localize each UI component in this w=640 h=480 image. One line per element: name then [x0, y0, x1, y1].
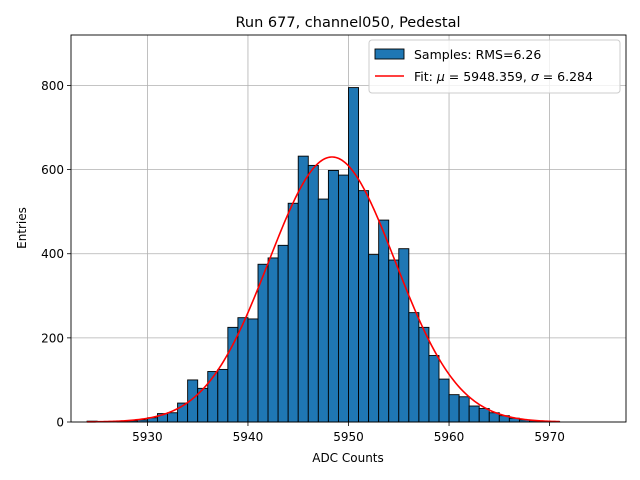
histogram-bar: [468, 405, 480, 423]
histogram-bar: [237, 317, 249, 423]
y-tick-label: 200: [41, 331, 64, 345]
legend-box: [368, 39, 621, 94]
x-axis-label: ADC Counts: [312, 451, 384, 465]
histogram-bar: [478, 408, 490, 423]
chart-title: Run 677, channel050, Pedestal: [235, 15, 460, 31]
legend-label-samples: Samples: RMS=6.26: [414, 47, 541, 62]
histogram-bar: [217, 368, 229, 423]
legend-fit-prefix: Fit:: [414, 69, 437, 84]
histogram-bar: [317, 198, 329, 423]
histogram-bar: [418, 326, 430, 423]
x-tick-label: 5960: [434, 430, 465, 444]
legend-fit-sigma-symbol: σ: [531, 69, 540, 84]
histogram-bar: [458, 396, 470, 423]
x-tick-label: 5940: [233, 430, 264, 444]
histogram-bar: [257, 263, 269, 423]
x-tick-label: 5930: [132, 430, 163, 444]
histogram-bar: [277, 244, 289, 423]
histogram-bar: [247, 318, 259, 423]
histogram-bar: [227, 326, 239, 423]
histogram-bar: [378, 219, 390, 423]
legend: Samples: RMS=6.26 Fit: μ = 5948.359, σ =…: [368, 39, 621, 94]
histogram-bar: [167, 412, 179, 423]
x-tick-label: 5970: [534, 430, 565, 444]
histogram-bar: [408, 312, 420, 423]
histogram-bar: [267, 257, 279, 423]
y-tick-label: 400: [41, 247, 64, 261]
histogram-bar: [297, 155, 309, 423]
histogram-bar: [448, 394, 460, 423]
histogram-bar: [287, 202, 299, 423]
histogram-bar: [307, 164, 319, 423]
histogram-bar: [348, 87, 360, 423]
y-tick-label: 0: [56, 416, 64, 430]
histogram-bar: [368, 254, 380, 423]
legend-label-fit: Fit: μ = 5948.359, σ = 6.284: [414, 69, 593, 84]
y-axis-ticks: 0 200 400 600 800: [41, 79, 71, 430]
legend-fit-sigma-value: = 6.284: [539, 69, 593, 84]
histogram-bar: [207, 371, 219, 423]
x-tick-label: 5950: [333, 430, 364, 444]
histogram-bar: [428, 355, 440, 423]
histogram-bar: [358, 190, 370, 423]
gaussian-fit-curve: [87, 156, 560, 423]
legend-fit-mu-symbol: μ: [436, 69, 445, 84]
legend-swatch-samples: [374, 48, 405, 60]
y-axis-label: Entries: [15, 207, 29, 249]
legend-fit-mu-value: = 5948.359,: [445, 69, 531, 84]
histogram-bar: [337, 174, 349, 423]
histogram-bars: [86, 87, 561, 423]
x-axis-ticks: 5930 5940 5950 5960 5970: [132, 422, 565, 444]
y-tick-label: 800: [41, 79, 64, 93]
histogram-bar: [438, 378, 450, 423]
histogram-bar: [327, 169, 339, 423]
histogram-bar: [388, 259, 400, 423]
y-tick-label: 600: [41, 163, 64, 177]
